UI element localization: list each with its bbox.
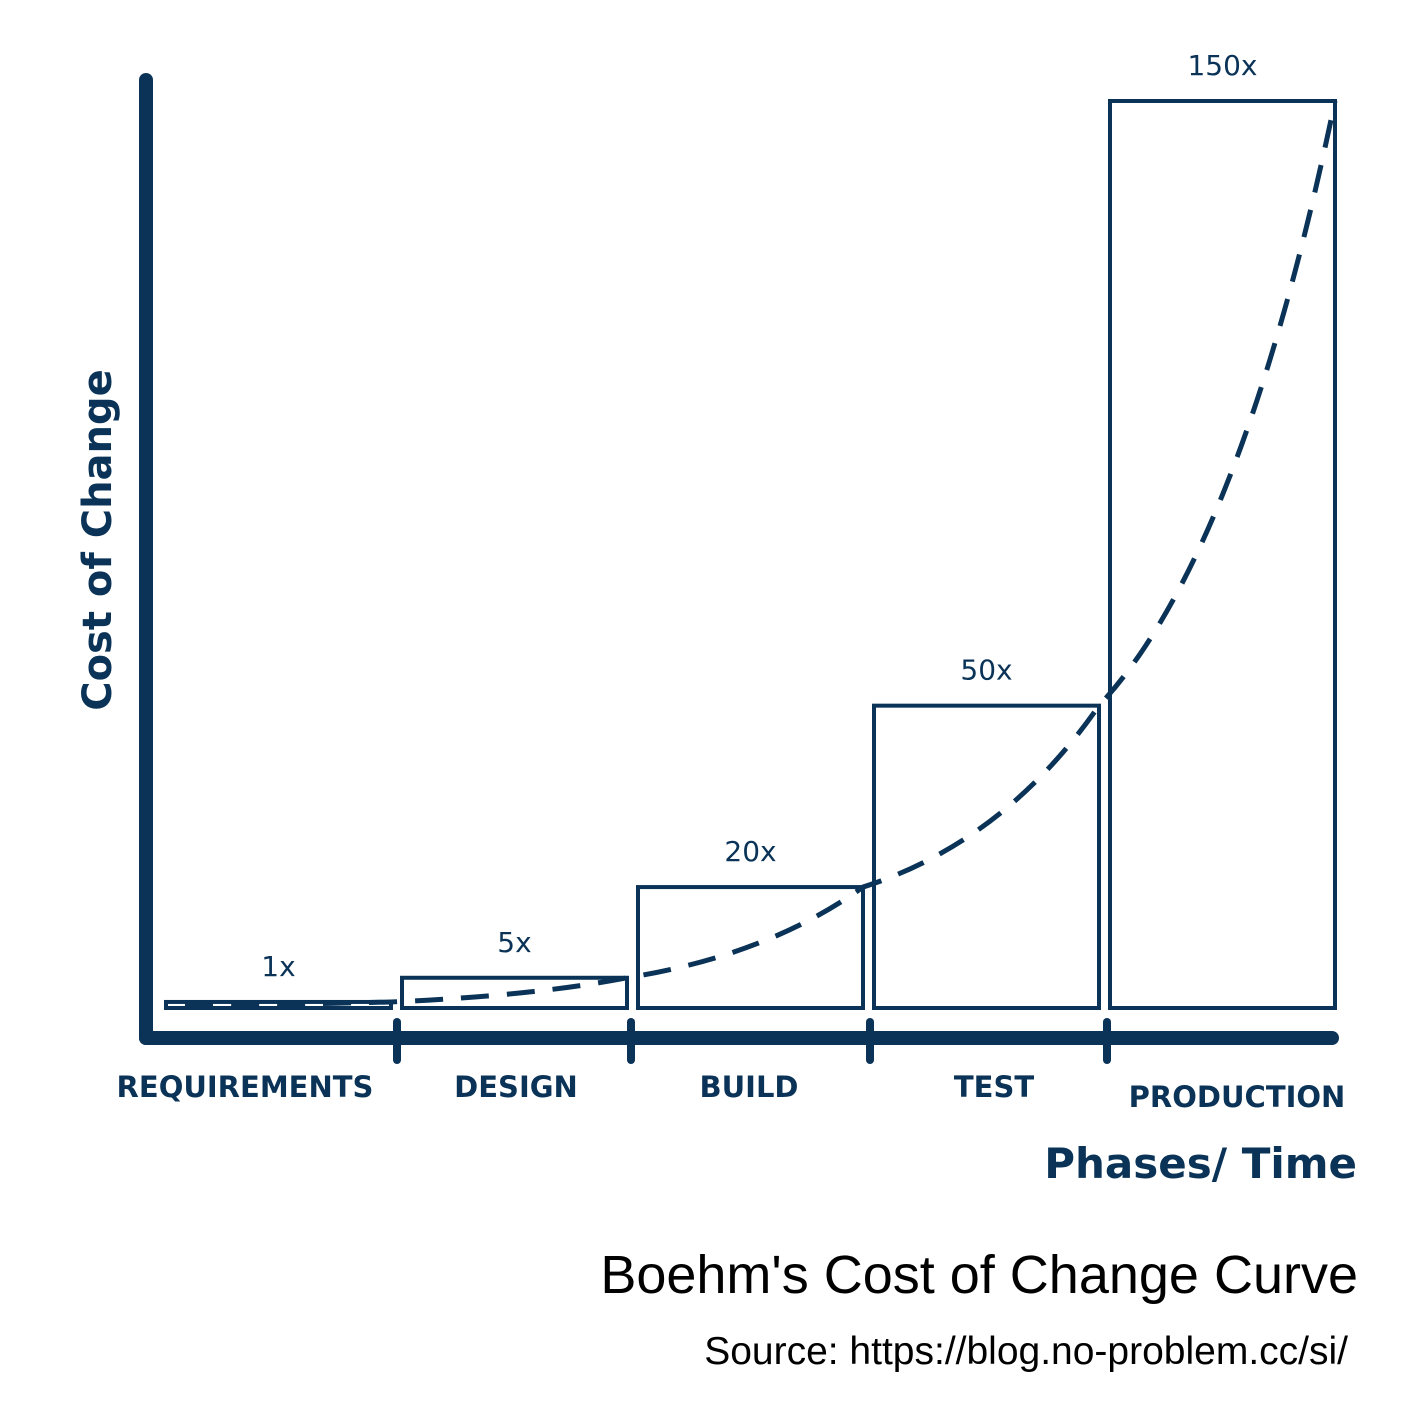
x-axis-label: Phases/ Time [1044,1139,1357,1188]
x-axis-ticks [393,1018,1111,1064]
bar-design [400,975,629,1010]
value-label-design: 5x [497,926,531,959]
category-label-build: BUILD [700,1070,799,1104]
chart-source: Source: https://blog.no-problem.cc/si/ [704,1330,1348,1373]
value-label-build: 20x [724,835,776,868]
chart-title: Boehm's Cost of Change Curve [600,1245,1358,1305]
value-labels-group: 1x 5x 20x 50x 150x [261,49,1257,983]
category-label-design: DESIGN [454,1070,578,1104]
bar-production [1108,99,1337,1010]
bars-group [164,99,1337,1011]
value-label-test: 50x [960,654,1012,687]
category-labels-group: REQUIREMENTS DESIGN BUILD TEST PRODUCTION [117,1070,1346,1114]
bar-test [872,703,1101,1011]
category-label-requirements: REQUIREMENTS [117,1070,374,1104]
y-axis-label: Cost of Change [75,369,121,711]
category-label-production: PRODUCTION [1129,1080,1346,1114]
bar-build [636,885,865,1010]
value-label-requirements: 1x [261,950,295,983]
value-label-production: 150x [1187,49,1257,82]
trend-curve [184,100,1338,1008]
category-label-test: TEST [954,1070,1034,1104]
